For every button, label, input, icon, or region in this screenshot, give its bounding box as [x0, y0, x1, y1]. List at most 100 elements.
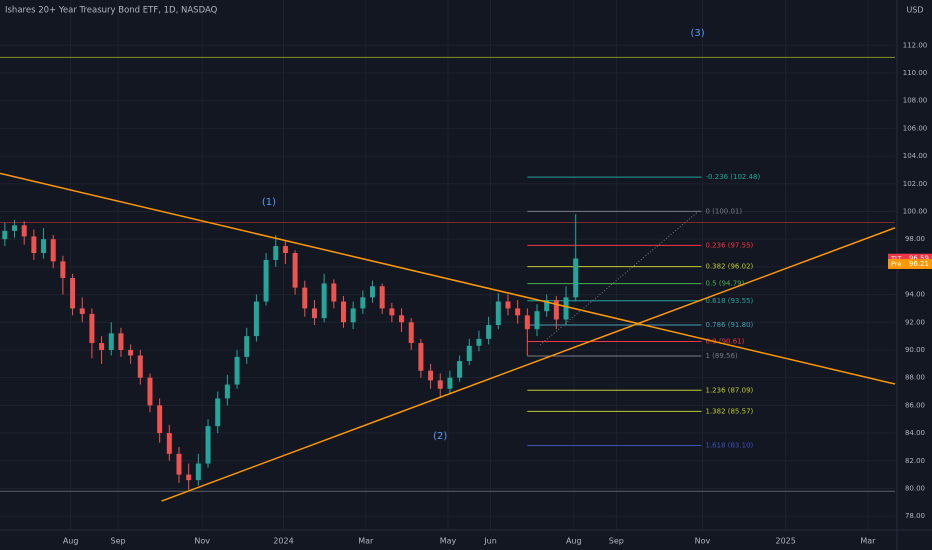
y-tick-label: 94.00	[905, 291, 925, 299]
y-tick-label: 102.00	[903, 180, 928, 188]
y-tick-label: 104.00	[903, 152, 928, 160]
price-label-box	[888, 258, 932, 269]
candle-body	[273, 246, 279, 260]
candle-body	[99, 343, 105, 350]
fib-label: 0.5 (94.79)	[705, 280, 744, 288]
candle-body	[118, 333, 124, 350]
candle-body	[399, 315, 405, 323]
candle-body	[176, 453, 182, 475]
candle-body	[60, 261, 66, 278]
candle-body	[50, 239, 56, 262]
wave-label: (3)	[691, 28, 705, 39]
x-tick-label: Aug	[63, 537, 79, 546]
x-tick-label: 2024	[273, 537, 293, 546]
candle-body	[476, 338, 482, 346]
y-tick-label: 90.00	[905, 346, 925, 354]
fib-label: -0.236 (102.48)	[705, 173, 760, 181]
fib-label: 1 (89.56)	[705, 352, 737, 360]
candle-body	[534, 311, 540, 330]
candle-body	[340, 301, 346, 323]
candle-body	[505, 301, 511, 309]
candle-body	[331, 283, 337, 302]
currency: USD	[906, 6, 923, 15]
candle-body	[563, 297, 569, 320]
candle-body	[428, 370, 434, 381]
candle-body	[515, 308, 521, 316]
candle-body	[137, 355, 143, 378]
candle-body	[379, 286, 385, 309]
candle-body	[350, 308, 356, 323]
candle-body	[41, 239, 47, 254]
candle-body	[544, 300, 550, 312]
y-tick-label: 88.00	[905, 374, 925, 382]
y-tick-label: 92.00	[905, 318, 925, 326]
y-tick-label: 112.00	[903, 41, 928, 49]
price-label-name: TLT	[890, 255, 902, 263]
candle-body	[128, 349, 134, 356]
y-tick-label: 80.00	[905, 484, 925, 492]
candle-body	[108, 333, 114, 350]
candle-body	[360, 297, 366, 309]
candle-body	[244, 336, 250, 357]
candle-body	[79, 308, 85, 314]
candle-body	[70, 277, 76, 309]
candle-body	[466, 345, 472, 362]
candle-body	[321, 283, 327, 319]
x-tick-label: Sep	[609, 537, 624, 546]
candle-body	[253, 301, 259, 337]
candle-body	[89, 313, 95, 344]
plot-area: -0.236 (102.48) 0 (100.01) 0.236 (97.55) 0.…	[0, 28, 896, 502]
candle-body	[186, 474, 192, 481]
candle-body	[389, 308, 395, 316]
candle-body	[370, 286, 376, 298]
candle-body	[234, 356, 240, 385]
candle-body	[408, 322, 414, 344]
candle-body	[147, 377, 153, 406]
candle-body	[447, 377, 453, 389]
x-tick-label: Nov	[194, 537, 210, 546]
candle-body	[224, 384, 230, 399]
wave-label: (1)	[262, 197, 276, 208]
axes: 78.00 80.00 82.00 84.00 86.00 88.00 90.00 92.00…	[63, 41, 932, 546]
fib-label: 1.382 (85.57)	[705, 407, 753, 415]
candle-body	[524, 315, 530, 330]
candle-body	[302, 287, 308, 309]
candle-body	[282, 246, 288, 254]
fib-label: 0.9 (90.61)	[705, 338, 744, 346]
candle-body	[437, 380, 443, 389]
candle-body	[166, 433, 172, 454]
candle-body	[495, 301, 501, 326]
y-tick-label: 78.00	[905, 512, 925, 520]
x-tick-label: Mar	[860, 537, 876, 546]
fib-label: 0.236 (97.55)	[705, 241, 753, 249]
candle-body	[457, 361, 463, 378]
candle-body	[157, 405, 163, 434]
x-tick-label: Mar	[358, 537, 374, 546]
candle-body	[215, 398, 221, 427]
candle-body	[205, 426, 211, 464]
y-tick-label: 98.00	[905, 235, 925, 243]
price-label-box	[888, 253, 932, 264]
candle-body	[195, 463, 201, 481]
candle-body	[553, 300, 559, 320]
candle-body	[418, 343, 424, 371]
fib-label: 0 (100.01)	[705, 207, 742, 215]
fib-label: 0.618 (93.55)	[705, 297, 753, 305]
fib-label: 0.786 (91.80)	[705, 321, 753, 329]
y-tick-label: 100.00	[903, 207, 928, 215]
y-tick-label: 82.00	[905, 457, 925, 465]
y-tick-label: 86.00	[905, 401, 925, 409]
candle-body	[311, 308, 317, 319]
x-tick-label: May	[440, 537, 457, 546]
y-tick-label: 110.00	[903, 69, 928, 77]
candle-body	[573, 258, 579, 298]
x-tick-label: Sep	[111, 537, 126, 546]
y-tick-label: 84.00	[905, 429, 925, 437]
candle-body	[263, 259, 269, 302]
fib-label: 1.618 (83.10)	[705, 442, 753, 450]
candle-body	[486, 325, 492, 339]
y-tick-label: 106.00	[903, 124, 928, 132]
x-tick-label: 2025	[775, 537, 795, 546]
fib-label: 0.382 (96.02)	[705, 263, 753, 271]
